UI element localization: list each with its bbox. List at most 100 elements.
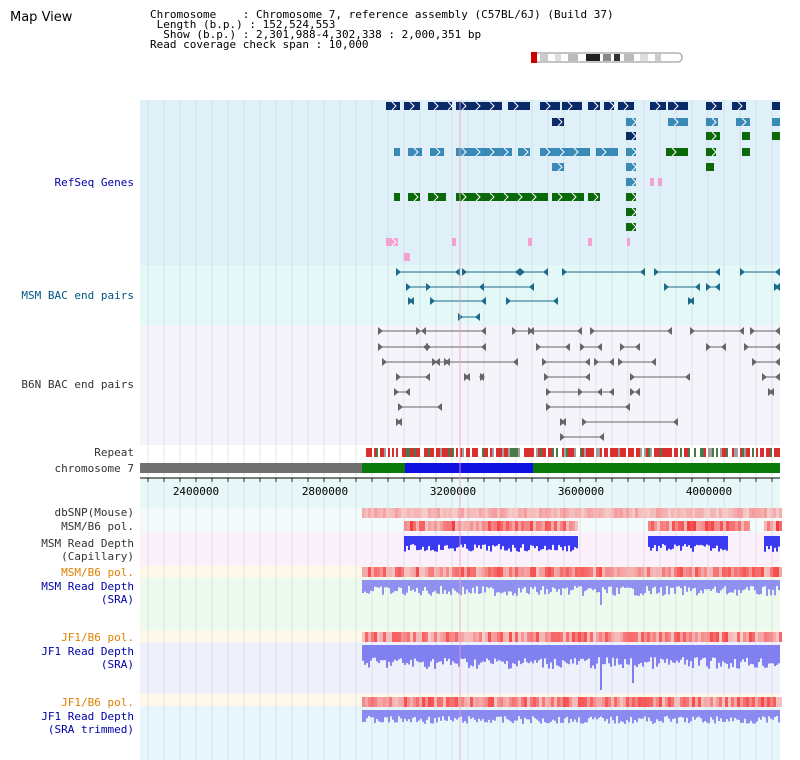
polymorphism-cell	[515, 508, 518, 518]
polymorphism-cell	[683, 632, 686, 642]
refseq-genes-track[interactable]	[386, 101, 780, 261]
polymorphism-cell	[713, 697, 716, 707]
polymorphism-cell	[437, 632, 440, 642]
read-depth-bar	[642, 645, 644, 667]
track-label-msm-depth-capillary[interactable]: MSM Read Depth (Capillary)	[41, 537, 134, 563]
polymorphism-cell	[776, 567, 779, 577]
read-depth-bar	[466, 536, 468, 549]
read-depth-bar	[448, 645, 450, 659]
track-label-jf1-b6-pol-2[interactable]: JF1/B6 pol.	[61, 696, 134, 709]
polymorphism-cell	[557, 567, 560, 577]
polymorphism-cell	[735, 521, 738, 531]
gene-block	[706, 118, 718, 126]
polymorphism-cell	[644, 632, 647, 642]
track-label-jf1-depth-trimmed[interactable]: JF1 Read Depth (SRA trimmed)	[41, 710, 134, 736]
repeat-element	[556, 448, 558, 457]
read-depth-bar	[714, 580, 716, 587]
polymorphism-cell	[713, 508, 716, 518]
read-depth-bar	[484, 710, 486, 723]
track-label-msm-b6-pol-2[interactable]: MSM/B6 pol.	[61, 566, 134, 579]
read-depth-bar	[410, 536, 412, 545]
read-depth-bar	[390, 710, 392, 717]
read-depth-bar	[740, 580, 742, 593]
repeat-element	[578, 448, 580, 457]
read-depth-bar	[502, 710, 504, 723]
read-depth-bar	[600, 645, 602, 690]
read-depth-bar	[632, 580, 634, 589]
polymorphism-cell	[605, 697, 608, 707]
polymorphism-cell	[620, 508, 623, 518]
polymorphism-cell	[614, 508, 617, 518]
polymorphism-cell	[584, 697, 587, 707]
read-depth-bar	[760, 645, 762, 659]
read-depth-bar	[776, 536, 778, 552]
gene-block	[588, 102, 600, 110]
track-label-msm-bac[interactable]: MSM BAC end pairs	[21, 289, 134, 302]
polymorphism-cell	[452, 567, 455, 577]
repeat-element	[640, 448, 642, 457]
read-depth-bar	[706, 580, 708, 590]
track-label-dbsnp[interactable]: dbSNP(Mouse)	[54, 506, 134, 519]
read-depth-bar	[608, 580, 610, 587]
bac-end-marker	[775, 373, 780, 381]
gene-block	[430, 148, 444, 156]
polymorphism-cell	[758, 567, 761, 577]
read-depth-bar	[504, 536, 506, 551]
read-depth-bar	[452, 710, 454, 722]
polymorphism-cell	[443, 632, 446, 642]
read-depth-bar	[658, 536, 660, 546]
read-depth-bar	[730, 710, 732, 718]
polymorphism-cell	[581, 567, 584, 577]
read-depth-bar	[560, 580, 562, 596]
track-label-jf1-b6-pol[interactable]: JF1/B6 pol.	[61, 631, 134, 644]
polymorphism-cell	[572, 697, 575, 707]
track-label-jf1-depth-sra[interactable]: JF1 Read Depth (SRA)	[41, 645, 134, 671]
gene-block	[772, 102, 780, 110]
read-depth-tracks[interactable]	[362, 536, 780, 724]
repeat-element	[478, 448, 480, 457]
bac-end-marker	[437, 403, 442, 411]
read-depth-bar	[370, 580, 372, 591]
read-depth-bar	[698, 710, 700, 717]
chromosome-bar[interactable]	[140, 463, 780, 473]
bac-end-marker	[465, 373, 470, 381]
track-label-refseq[interactable]: RefSeq Genes	[54, 176, 134, 189]
track-label-msm-depth-sra[interactable]: MSM Read Depth (SRA)	[41, 580, 134, 606]
polymorphism-cell	[692, 567, 695, 577]
track-label-b6n-bac[interactable]: B6N BAC end pairs	[21, 378, 134, 391]
polymorphism-cell	[527, 508, 530, 518]
repeat-element	[668, 448, 670, 457]
polymorphism-cell	[734, 508, 737, 518]
polymorphism-cell	[542, 567, 545, 577]
gene-arrow	[631, 147, 637, 157]
track-label-msm-b6-pol[interactable]: MSM/B6 pol.	[61, 520, 134, 533]
msm-bac-track[interactable]	[396, 268, 780, 321]
read-depth-bar	[528, 710, 530, 720]
repeat-track[interactable]	[362, 448, 780, 457]
chromosome-ideogram[interactable]	[531, 52, 683, 63]
repeat-element	[676, 448, 678, 457]
read-depth-bar	[466, 580, 468, 590]
read-depth-bar	[646, 580, 648, 587]
read-depth-bar	[768, 536, 770, 550]
b6n-bac-track[interactable]	[378, 327, 780, 441]
polymorphism-cell	[629, 697, 632, 707]
read-depth-bar	[754, 645, 756, 668]
polymorphism-cell	[629, 508, 632, 518]
repeat-element	[622, 448, 624, 457]
read-depth-bar	[724, 580, 726, 587]
gene-arrow	[559, 147, 565, 157]
read-depth-bar	[482, 710, 484, 719]
read-depth-bar	[440, 710, 442, 721]
polymorphism-tracks[interactable]	[362, 508, 782, 707]
read-depth-bar	[746, 710, 748, 724]
read-depth-bar	[516, 536, 518, 552]
read-depth-bar	[756, 645, 758, 668]
polymorphism-cell	[662, 508, 665, 518]
repeat-element	[546, 448, 548, 457]
polymorphism-cell	[362, 508, 365, 518]
read-depth-bar	[438, 580, 440, 594]
read-depth-bar	[678, 645, 680, 663]
polymorphism-cell	[383, 567, 386, 577]
